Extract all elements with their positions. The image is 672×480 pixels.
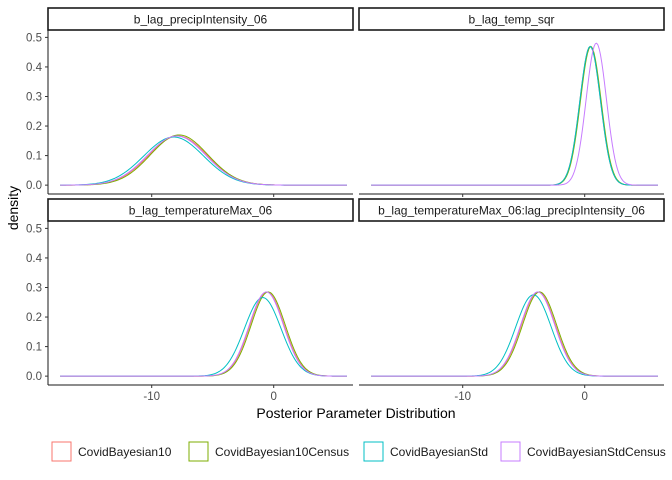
legend-label: CovidBayesianStd xyxy=(390,445,488,459)
y-tick-label: 0.0 xyxy=(26,180,42,192)
density-curves xyxy=(60,42,658,377)
legend-label: CovidBayesian10Census xyxy=(215,445,349,459)
legend-key xyxy=(188,441,209,462)
y-tick-label: 0.5 xyxy=(26,32,42,44)
x-tick-label: 0 xyxy=(581,391,587,403)
y-tick-label: 0.4 xyxy=(26,62,43,74)
y-tick-label: 0.2 xyxy=(26,121,42,133)
facet-title-1: b_lag_temp_sqr xyxy=(468,13,554,27)
y-tick-label: 0.1 xyxy=(26,151,42,163)
facet-strip-1: b_lag_temp_sqr xyxy=(358,7,665,31)
legend: CovidBayesian10 CovidBayesian10Census Covi… xyxy=(51,441,666,462)
facet-title-2: b_lag_temperatureMax_06 xyxy=(129,204,273,218)
facet-strip-2: b_lag_temperatureMax_06 xyxy=(47,198,354,222)
y-axis-title: density xyxy=(5,186,21,230)
facet-title-3: b_lag_temperatureMax_06:lag_precipIntens… xyxy=(378,204,645,218)
y-tick-label: 0.1 xyxy=(26,342,42,354)
y-tick-label: 0.3 xyxy=(26,91,42,103)
y-tick-label: 0.5 xyxy=(26,223,42,235)
y-tick-label: 0.2 xyxy=(26,312,42,324)
axis-ticks: 0.0 0.1 0.2 0.3 0.4 0.5 0.0 0.1 0.2 0.3 0.4 0.5 -10 0… xyxy=(26,32,588,403)
legend-label: CovidBayesianStdCensus xyxy=(527,445,666,459)
y-tick-label: 0.3 xyxy=(26,282,42,294)
facet-title-0: b_lag_precipIntensity_06 xyxy=(134,13,268,27)
y-tick-label: 0.4 xyxy=(26,253,43,265)
facet-strip-3: b_lag_temperatureMax_06:lag_precipIntens… xyxy=(358,198,665,222)
density-curve-covidbayesianstdcensus xyxy=(60,135,347,186)
legend-key xyxy=(363,441,384,462)
density-curve-covidbayesianstdcensus xyxy=(60,291,347,377)
y-tick-label: 0.0 xyxy=(26,371,42,383)
legend-label: CovidBayesian10 xyxy=(78,445,172,459)
density-curve-covidbayesianstdcensus xyxy=(371,42,658,186)
density-curve-covidbayesianstdcensus xyxy=(371,291,658,377)
facet-strip-0: b_lag_precipIntensity_06 xyxy=(47,7,354,31)
x-axis-title: Posterior Parameter Distribution xyxy=(256,405,455,421)
legend-key xyxy=(51,441,72,462)
x-tick-label: -10 xyxy=(143,391,160,403)
x-tick-label: 0 xyxy=(270,391,276,403)
legend-key xyxy=(500,441,521,462)
x-tick-label: -10 xyxy=(454,391,471,403)
